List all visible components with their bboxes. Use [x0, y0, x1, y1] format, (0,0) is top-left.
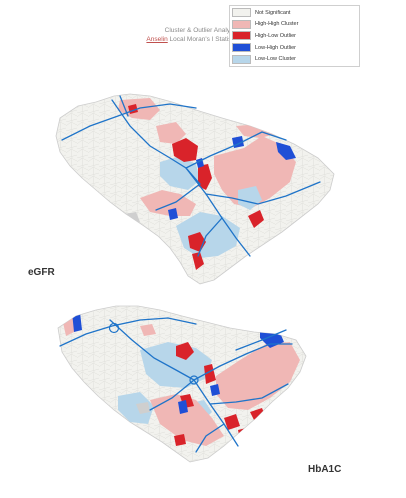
legend-swatch [232, 31, 251, 41]
legend-swatch [232, 19, 251, 29]
high-low-outlier-region [204, 364, 216, 384]
map-legend: Not Significant High-High Cluster High-L… [229, 5, 360, 67]
high-low-outlier-region [224, 414, 240, 430]
hba1c-map-svg [57, 305, 307, 463]
high-high-cluster-region [236, 124, 276, 138]
legend-label: Not Significant [255, 9, 291, 16]
low-high-outlier-region [178, 400, 188, 414]
legend-item-not-significant: Not Significant [232, 7, 357, 19]
legend-label: Low-High Outlier [255, 44, 296, 51]
legend-item-high-high: High-High Cluster [232, 19, 357, 31]
egfr-map: eGFR [0, 86, 406, 296]
legend-label: High-Low Outlier [255, 32, 296, 39]
high-high-cluster-region [216, 342, 300, 410]
egfr-map-svg [55, 93, 335, 285]
high-high-cluster-region [140, 324, 156, 336]
high-low-outlier-region [176, 342, 194, 360]
low-high-outlier-region [210, 384, 220, 396]
legend-title-line2: Anselin Local Moran's I Statistic [118, 35, 238, 44]
legend-label: High-High Cluster [255, 21, 299, 28]
legend-swatch [232, 8, 251, 18]
map-label-egfr: eGFR [28, 267, 55, 278]
high-high-cluster-region [156, 122, 186, 144]
hba1c-map: HbA1C [0, 300, 406, 498]
low-low-cluster-region [118, 392, 154, 424]
city-ring-road [108, 322, 120, 334]
low-low-cluster-region [160, 156, 200, 190]
legend-title-anselin: Anselin [146, 36, 168, 43]
legend-title-line1: Cluster & Outlier Analysis [164, 27, 238, 34]
legend-swatch [232, 43, 251, 53]
low-high-outlier-region [168, 208, 178, 220]
low-high-outlier-region [72, 312, 82, 332]
high-high-cluster-region [140, 190, 196, 216]
high-low-outlier-region [192, 252, 204, 270]
legend-item-low-high: Low-High Outlier [232, 42, 357, 54]
legend-item-low-low: Low-Low Cluster [232, 53, 357, 65]
highway-network [61, 95, 321, 257]
high-low-outlier-region [198, 164, 212, 190]
legend-swatch [232, 54, 251, 64]
legend-title: Cluster & Outlier Analysis Anselin Local… [118, 26, 238, 44]
missing-data-region [136, 402, 150, 414]
high-high-cluster-region [214, 136, 296, 208]
high-low-outlier-region [248, 210, 264, 228]
high-low-outlier-region [174, 434, 186, 446]
highway-network [59, 317, 293, 453]
high-high-cluster-region [150, 394, 224, 446]
legend-title-statistic: Local Moran's I Statistic [167, 36, 238, 43]
legend-label: Low-Low Cluster [255, 56, 296, 63]
legend-item-high-low: High-Low Outlier [232, 30, 357, 42]
low-high-outlier-region [276, 142, 296, 160]
high-low-outlier-region [172, 138, 198, 162]
map-label-hba1c: HbA1C [308, 464, 342, 475]
city-ring-road [189, 375, 199, 385]
